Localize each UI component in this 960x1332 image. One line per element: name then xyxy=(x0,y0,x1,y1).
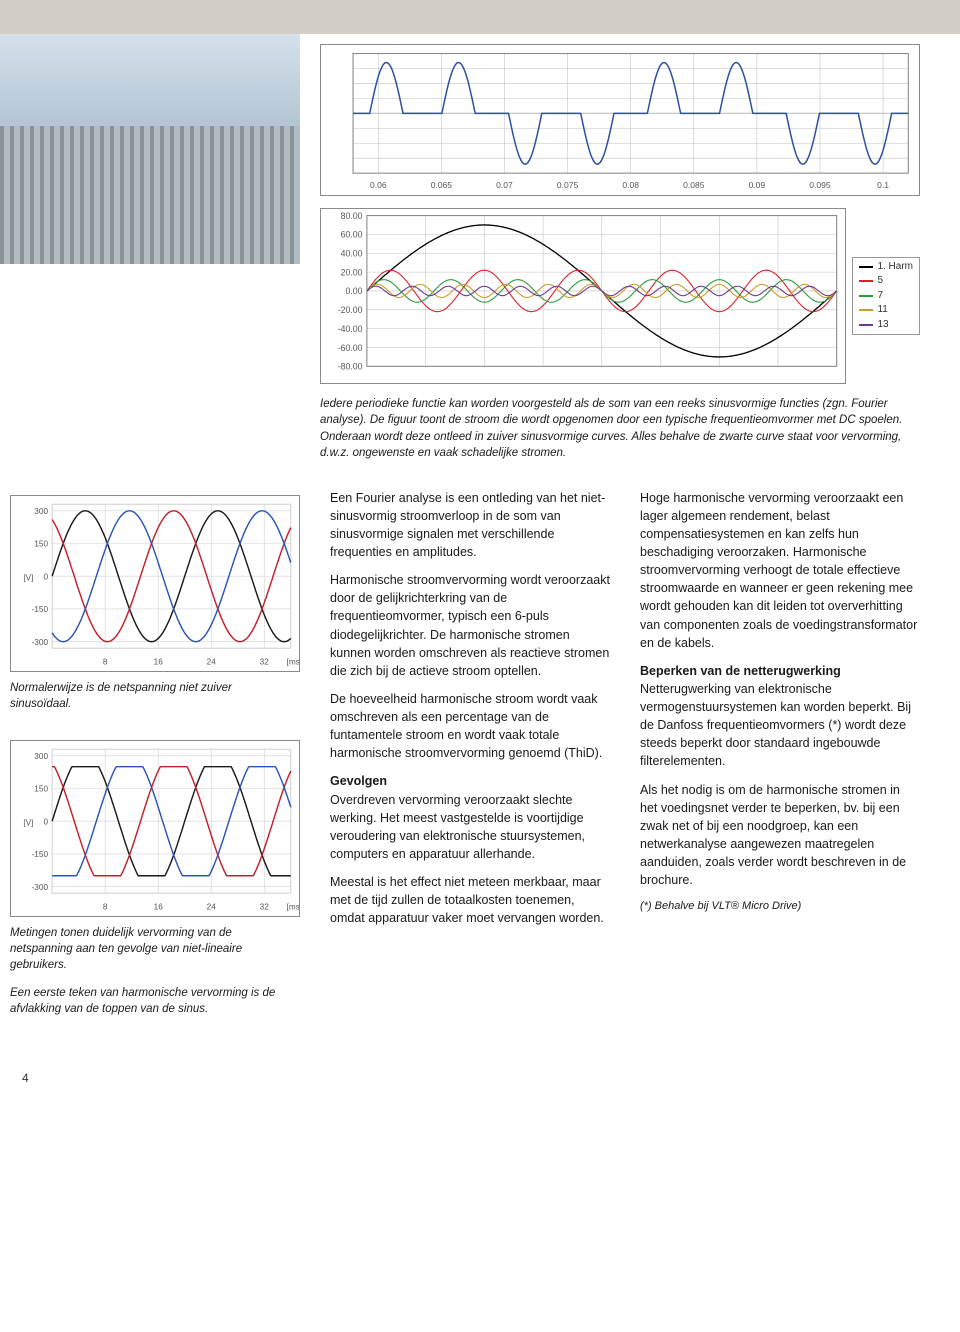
svg-text:20.00: 20.00 xyxy=(341,267,363,277)
mid-p4: Overdreven vervorming veroorzaakt slecht… xyxy=(330,793,585,861)
top-caption: Iedere periodieke functie kan worden voo… xyxy=(320,384,920,468)
svg-text:80.00: 80.00 xyxy=(341,210,363,220)
svg-text:150: 150 xyxy=(34,784,48,793)
svg-text:-60.00: -60.00 xyxy=(338,342,363,352)
svg-text:32: 32 xyxy=(260,657,270,666)
legend-item: 7 xyxy=(859,289,913,304)
svg-text:300: 300 xyxy=(34,752,48,761)
right-h1: Beperken van de netterugwerking xyxy=(640,664,841,678)
harmonics-chart-svg: -80.00 -60.00 -40.00 -20.00 0.00 20.00 40.00 60… xyxy=(321,209,845,384)
clipped-chart: -300 -150 0 150 300 8 16 24 32 [V] [ms] xyxy=(10,740,300,917)
mid-p5: Meestal is het effect niet meteen merkba… xyxy=(330,873,610,927)
mid-p3: De hoeveelheid harmonische stroom wordt … xyxy=(330,690,610,763)
svg-text:0.08: 0.08 xyxy=(622,180,639,190)
right-note: (*) Behalve bij VLT® Micro Drive) xyxy=(640,899,920,915)
mid-h1: Gevolgen xyxy=(330,774,387,788)
svg-text:8: 8 xyxy=(103,657,108,666)
svg-text:60.00: 60.00 xyxy=(341,229,363,239)
svg-text:0.065: 0.065 xyxy=(431,180,453,190)
page-number: 4 xyxy=(22,1070,29,1087)
svg-text:0.1: 0.1 xyxy=(877,180,889,190)
svg-text:40.00: 40.00 xyxy=(341,248,363,258)
harmonics-chart: -80.00 -60.00 -40.00 -20.00 0.00 20.00 40.00 60… xyxy=(320,208,846,385)
photo-area xyxy=(0,34,300,469)
svg-text:0.06: 0.06 xyxy=(370,180,387,190)
svg-text:8: 8 xyxy=(103,902,108,911)
svg-text:0.085: 0.085 xyxy=(683,180,705,190)
svg-text:-150: -150 xyxy=(32,605,49,614)
svg-text:32: 32 xyxy=(260,902,270,911)
legend-item: 13 xyxy=(859,318,913,333)
svg-text:0.09: 0.09 xyxy=(749,180,766,190)
svg-text:[ms]: [ms] xyxy=(287,657,299,666)
legend-item: 5 xyxy=(859,274,913,289)
right-p3: Als het nodig is om de harmonische strom… xyxy=(640,781,920,890)
legend-item: 1. Harm xyxy=(859,260,913,275)
svg-text:0: 0 xyxy=(43,572,48,581)
pulse-chart-svg: 0.06 0.065 0.07 0.075 0.08 0.085 0.09 0.095 0.1 xyxy=(321,45,919,195)
svg-text:150: 150 xyxy=(34,539,48,548)
svg-text:[ms]: [ms] xyxy=(287,902,299,911)
clipped-caption-2: Een eerste teken van harmonische vervorm… xyxy=(10,977,300,1021)
svg-text:-80.00: -80.00 xyxy=(338,361,363,371)
svg-text:0.07: 0.07 xyxy=(496,180,513,190)
clipped-chart-svg: -300 -150 0 150 300 8 16 24 32 [V] [ms] xyxy=(11,741,299,916)
svg-text:[V]: [V] xyxy=(23,573,33,582)
svg-text:16: 16 xyxy=(154,902,164,911)
svg-text:0.00: 0.00 xyxy=(346,286,363,296)
right-p1: Hoge harmonische vervorming veroorzaakt … xyxy=(640,489,920,652)
svg-text:-150: -150 xyxy=(32,850,49,859)
substation-photo xyxy=(0,34,300,264)
pulse-current-chart: 0.06 0.065 0.07 0.075 0.08 0.085 0.09 0.095 0.1 xyxy=(320,44,920,196)
clipped-caption-1: Metingen tonen duidelijk vervorming van … xyxy=(10,917,300,977)
svg-text:[V]: [V] xyxy=(23,818,33,827)
svg-text:300: 300 xyxy=(34,507,48,516)
sine-chart-svg: -300 -150 0 150 300 8 16 24 32 [V] [ms] xyxy=(11,496,299,671)
middle-column: Een Fourier analyse is een ontleding van… xyxy=(330,489,610,1021)
mid-p1: Een Fourier analyse is een ontleding van… xyxy=(330,489,610,562)
right-column: Hoge harmonische vervorming veroorzaakt … xyxy=(640,489,920,1021)
svg-text:24: 24 xyxy=(207,902,217,911)
svg-text:0.075: 0.075 xyxy=(557,180,579,190)
mid-p2: Harmonische stroomvervorming wordt veroo… xyxy=(330,571,610,680)
svg-text:-300: -300 xyxy=(32,882,49,891)
harmonics-legend: 1. Harm571113 xyxy=(852,257,920,336)
svg-text:-20.00: -20.00 xyxy=(338,305,363,315)
sine-caption: Normalerwijze is de netspanning niet zui… xyxy=(10,672,300,716)
svg-text:-40.00: -40.00 xyxy=(338,323,363,333)
legend-item: 11 xyxy=(859,303,913,318)
sine-chart: -300 -150 0 150 300 8 16 24 32 [V] [ms] xyxy=(10,495,300,672)
svg-text:24: 24 xyxy=(207,657,217,666)
top-banner xyxy=(0,0,960,34)
svg-text:0: 0 xyxy=(43,817,48,826)
svg-text:0.095: 0.095 xyxy=(809,180,831,190)
svg-text:-300: -300 xyxy=(32,637,49,646)
right-p2: Netterugwerking van elektronische vermog… xyxy=(640,682,911,769)
svg-text:16: 16 xyxy=(154,657,164,666)
